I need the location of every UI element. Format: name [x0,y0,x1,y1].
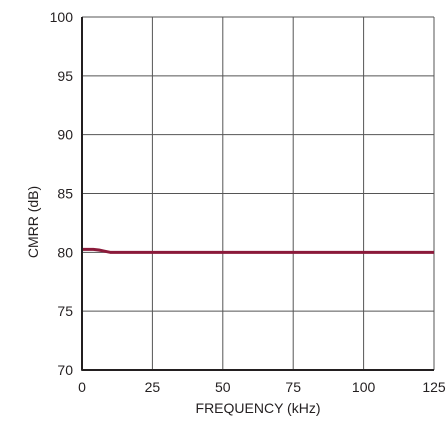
y-tick-label: 90 [57,127,73,143]
y-tick-label: 85 [57,186,73,202]
x-axis-title: FREQUENCY (kHz) [196,400,321,416]
x-tick-label: 25 [145,379,161,395]
y-tick-label: 100 [50,9,74,25]
y-tick-label: 70 [57,362,73,378]
y-tick-label: 75 [57,303,73,319]
y-tick-labels: 70 75 80 85 90 95 100 [50,9,74,378]
axes [81,17,434,371]
x-tick-label: 75 [285,379,301,395]
x-tick-label: 125 [422,379,446,395]
x-tick-label: 100 [352,379,376,395]
x-tick-label: 50 [215,379,231,395]
x-tick-label: 0 [78,379,86,395]
x-tick-labels: 0 25 50 75 100 125 [78,379,446,395]
cmrr-series-line [82,247,434,254]
y-tick-label: 80 [57,244,73,260]
series-layer [82,247,434,254]
grid [82,16,435,370]
y-axis-title: CMRR (dB) [25,186,41,258]
y-tick-label: 95 [57,68,73,84]
